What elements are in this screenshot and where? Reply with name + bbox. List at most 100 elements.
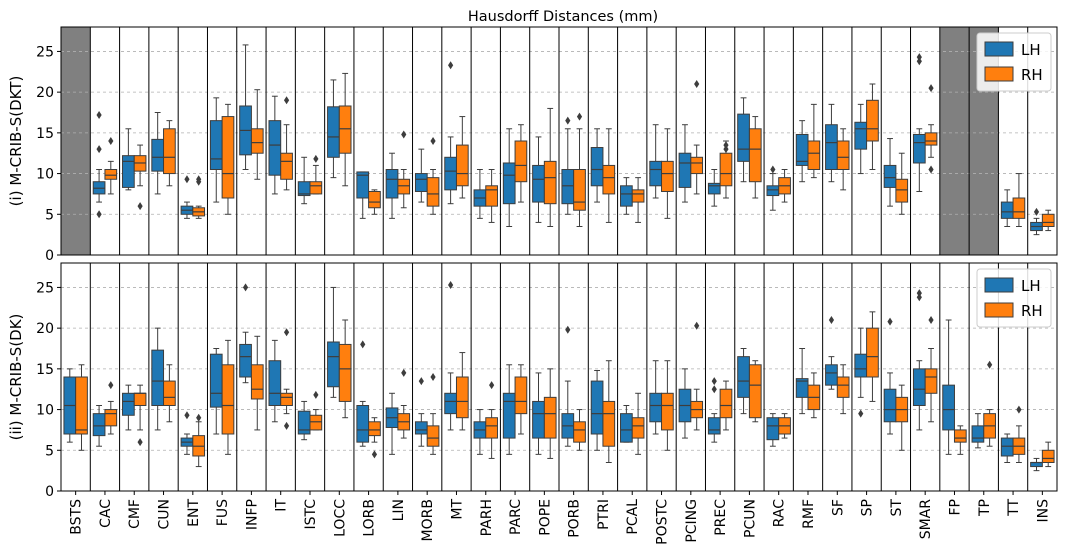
plot-frame — [60, 262, 1058, 492]
outlier-marker — [694, 80, 700, 88]
outlier-marker — [196, 413, 202, 422]
box-body — [250, 364, 264, 400]
box-body — [719, 388, 733, 419]
y-tick-label: 0 — [45, 248, 54, 264]
outlier-marker — [96, 145, 102, 154]
box-body — [485, 417, 498, 439]
outlier-marker — [711, 377, 717, 386]
outlier-marker — [916, 293, 922, 302]
outlier-marker — [360, 340, 366, 349]
box-lh-it — [268, 339, 282, 423]
box-body — [602, 164, 616, 195]
box-rh-fp — [953, 425, 967, 455]
box-body — [368, 421, 381, 437]
box-rh-pcun — [748, 360, 762, 423]
box-body — [209, 120, 223, 171]
box-rh-locc — [338, 319, 352, 419]
box-body — [309, 414, 323, 431]
box-body — [122, 392, 135, 416]
box-body — [602, 400, 616, 447]
box-body — [620, 185, 633, 207]
box-rh-parc — [514, 364, 528, 435]
outlier-marker — [565, 325, 571, 334]
box-body — [338, 105, 352, 154]
box-rh-porb — [573, 112, 586, 227]
x-tick-label-cac: CAC — [98, 499, 114, 528]
box-rh-lorb — [368, 189, 381, 215]
box-rh-ptri — [602, 128, 616, 223]
outlier-marker — [916, 289, 922, 298]
outlier-marker — [1033, 207, 1040, 216]
box-body — [368, 190, 381, 209]
outlier-marker — [196, 175, 202, 184]
box-lh-lorb — [356, 340, 370, 447]
y-tick-label: 5 — [45, 443, 54, 459]
box-rh-it — [280, 328, 293, 430]
x-tick-label-pcal: PCAL — [625, 499, 641, 535]
x-tick-label-parh: PARH — [479, 499, 495, 536]
x-tick-label-ent: ENT — [186, 499, 202, 527]
box-rh-pcing — [690, 321, 704, 431]
box-lh-locc — [327, 79, 340, 179]
box-body — [133, 392, 147, 406]
box-body — [163, 128, 176, 175]
box-lh-cac — [92, 110, 106, 219]
box-rh-parc — [514, 124, 528, 203]
box-body — [280, 152, 293, 180]
box-rh-ins — [1041, 209, 1055, 232]
x-tick-label-infp: INFP — [244, 499, 260, 530]
box-body — [209, 353, 223, 408]
box-rh-st — [895, 384, 909, 451]
x-tick-label-tp: TP — [977, 499, 993, 517]
box-body — [590, 147, 604, 187]
legend-swatch-rh — [984, 302, 1014, 318]
box-body — [678, 152, 692, 188]
box-lh-ent — [180, 175, 194, 219]
box-body — [268, 120, 282, 176]
x-tick-label-cun: CUN — [157, 499, 173, 530]
box-rh-sf — [836, 128, 850, 191]
outlier-marker — [283, 328, 290, 337]
outlier-marker — [489, 381, 495, 390]
box-body — [239, 343, 252, 378]
box-body — [1030, 462, 1043, 468]
outlier-marker — [108, 137, 114, 145]
legend-label-lh: LH — [1021, 41, 1041, 59]
box-rh-mt — [455, 352, 469, 431]
outlier-marker — [711, 385, 717, 394]
box-body — [631, 189, 645, 203]
box-lh-lin — [385, 392, 399, 455]
box-body — [912, 133, 926, 164]
box-lh-lorb — [356, 171, 370, 219]
box-rh-sp — [866, 311, 879, 402]
box-body — [1041, 449, 1055, 463]
box-lh-rmf — [795, 348, 809, 415]
box-rh-rac — [778, 169, 791, 203]
box-body — [854, 121, 868, 150]
box-rh-fus — [221, 339, 235, 455]
box-lh-tt — [1000, 433, 1014, 463]
outlier-marker — [96, 210, 102, 219]
box-body — [649, 160, 663, 187]
legend-swatch-rh — [984, 66, 1014, 82]
box-rh-porb — [573, 409, 586, 451]
x-tick-label-tt: TT — [1006, 499, 1022, 517]
outlier-marker — [928, 84, 934, 93]
y-tick-label: 25 — [36, 280, 54, 296]
box-body — [163, 380, 176, 407]
box-rh-pcal — [631, 392, 645, 455]
x-tick-label-bsts: BSTS — [69, 499, 85, 535]
box-rh-cmf — [133, 144, 147, 211]
box-rh-tt — [1012, 405, 1026, 463]
box-body — [104, 169, 118, 180]
box-body — [912, 368, 926, 407]
x-tick-label-morb: MORB — [420, 499, 436, 541]
outlier-marker — [694, 321, 700, 330]
box-body — [151, 349, 165, 406]
box-rh-ent — [192, 413, 206, 468]
box-body — [807, 140, 821, 170]
box-body — [444, 156, 457, 191]
box-lh-prec — [707, 169, 721, 207]
box-rh-cmf — [133, 384, 147, 447]
box-body — [297, 410, 311, 435]
